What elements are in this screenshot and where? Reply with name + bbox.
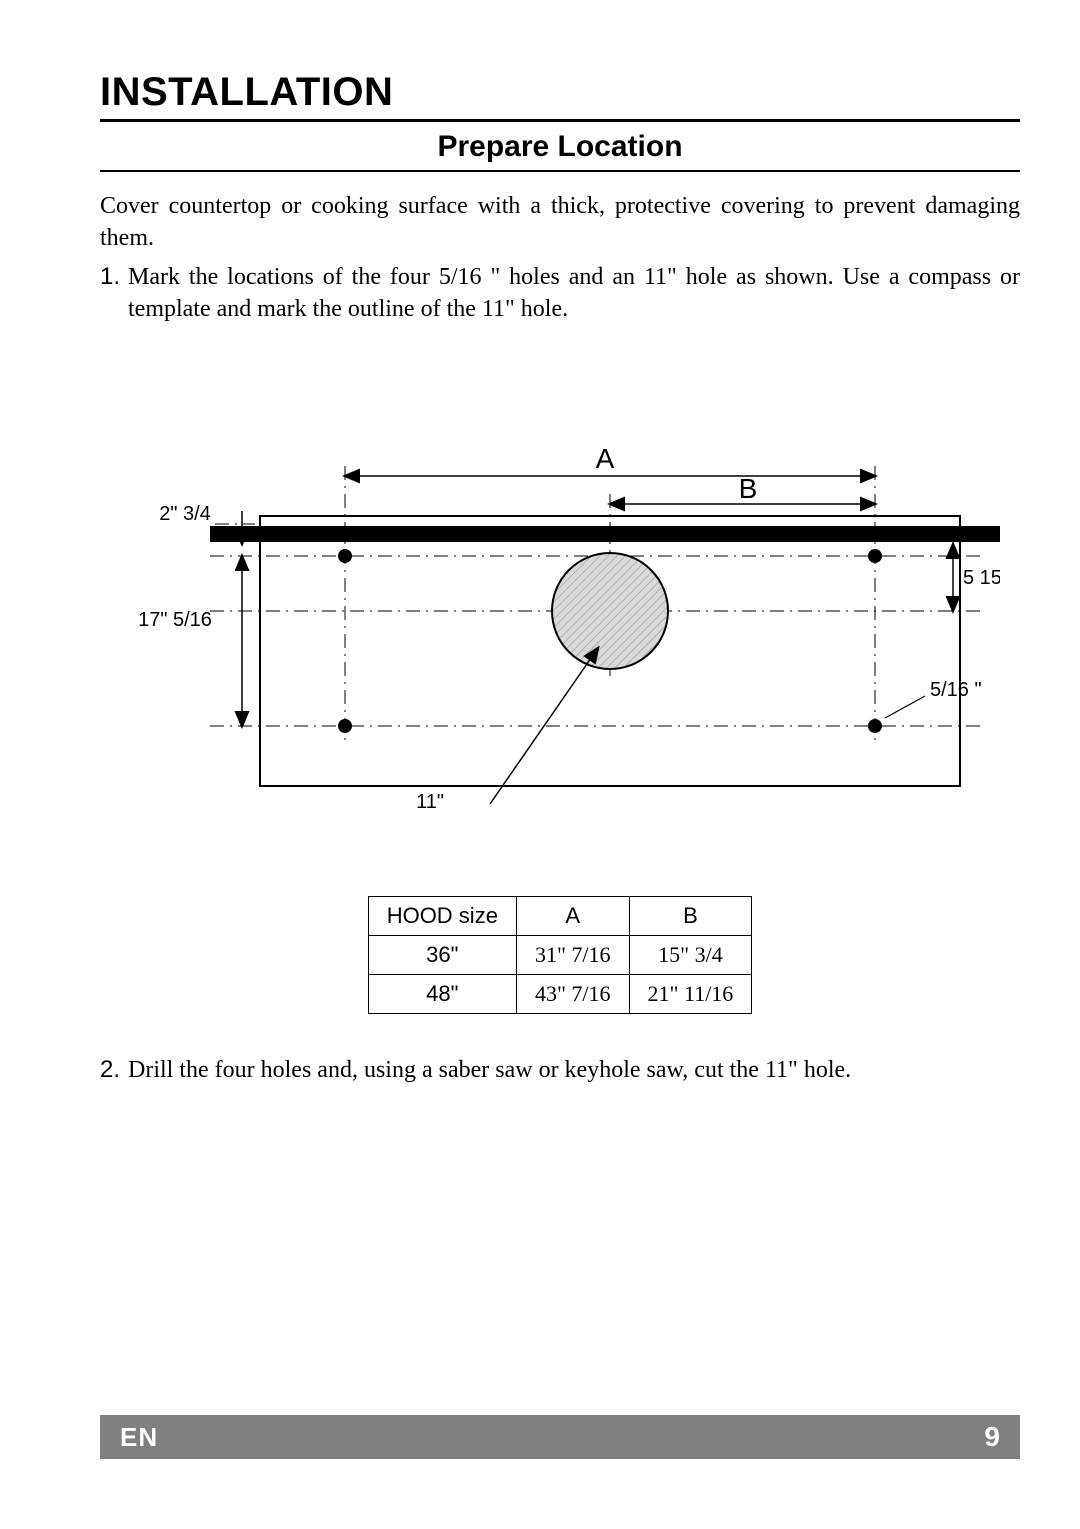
label-17-5-16: 17" 5/16 xyxy=(138,609,212,631)
col-hood-size: HOOD size xyxy=(368,896,516,935)
cell-size-48: 48" xyxy=(368,974,516,1013)
cell-size-36: 36" xyxy=(368,935,516,974)
cell-a-48: 43" 7/16 xyxy=(516,974,629,1013)
installation-diagram: A B 2" 3/4 17" 5/16 5 15/16 5/16 " 11" xyxy=(120,416,1000,836)
step-2-text: Drill the four holes and, using a saber … xyxy=(128,1054,1020,1086)
section-title: INSTALLATION xyxy=(100,70,1020,122)
cell-a-36: 31" 7/16 xyxy=(516,935,629,974)
label-2-3-4: 2" 3/4 xyxy=(159,503,211,525)
size-table: HOOD size A B 36" 31" 7/16 15" 3/4 48" 4… xyxy=(368,896,753,1014)
subsection-title: Prepare Location xyxy=(100,130,1020,164)
label-a: A xyxy=(596,443,615,474)
page-footer: EN 9 xyxy=(100,1415,1020,1459)
col-b: B xyxy=(629,896,752,935)
footer-page-number: 9 xyxy=(984,1421,1000,1453)
label-b: B xyxy=(739,473,758,504)
diagram-container: A B 2" 3/4 17" 5/16 5 15/16 5/16 " 11" xyxy=(100,416,1020,836)
footer-language: EN xyxy=(120,1422,158,1453)
col-a: A xyxy=(516,896,629,935)
label-5-15-16: 5 15/16 xyxy=(963,567,1000,589)
size-table-container: HOOD size A B 36" 31" 7/16 15" 3/4 48" 4… xyxy=(100,896,1020,1014)
step-1-number: 1. xyxy=(100,261,128,326)
step-2-number: 2. xyxy=(100,1054,128,1086)
label-5-16: 5/16 " xyxy=(930,679,982,701)
subsection-bar: Prepare Location xyxy=(100,130,1020,172)
cell-b-36: 15" 3/4 xyxy=(629,935,752,974)
cell-b-48: 21" 11/16 xyxy=(629,974,752,1013)
step-2: 2. Drill the four holes and, using a sab… xyxy=(100,1054,1020,1086)
label-11in: 11" xyxy=(416,791,444,813)
table-row: 48" 43" 7/16 21" 11/16 xyxy=(368,974,752,1013)
table-row: 36" 31" 7/16 15" 3/4 xyxy=(368,935,752,974)
step-1-text: Mark the locations of the four 5/16 " ho… xyxy=(128,261,1020,326)
intro-paragraph: Cover countertop or cooking surface with… xyxy=(100,190,1020,255)
step-1: 1. Mark the locations of the four 5/16 "… xyxy=(100,261,1020,326)
table-header-row: HOOD size A B xyxy=(368,896,752,935)
